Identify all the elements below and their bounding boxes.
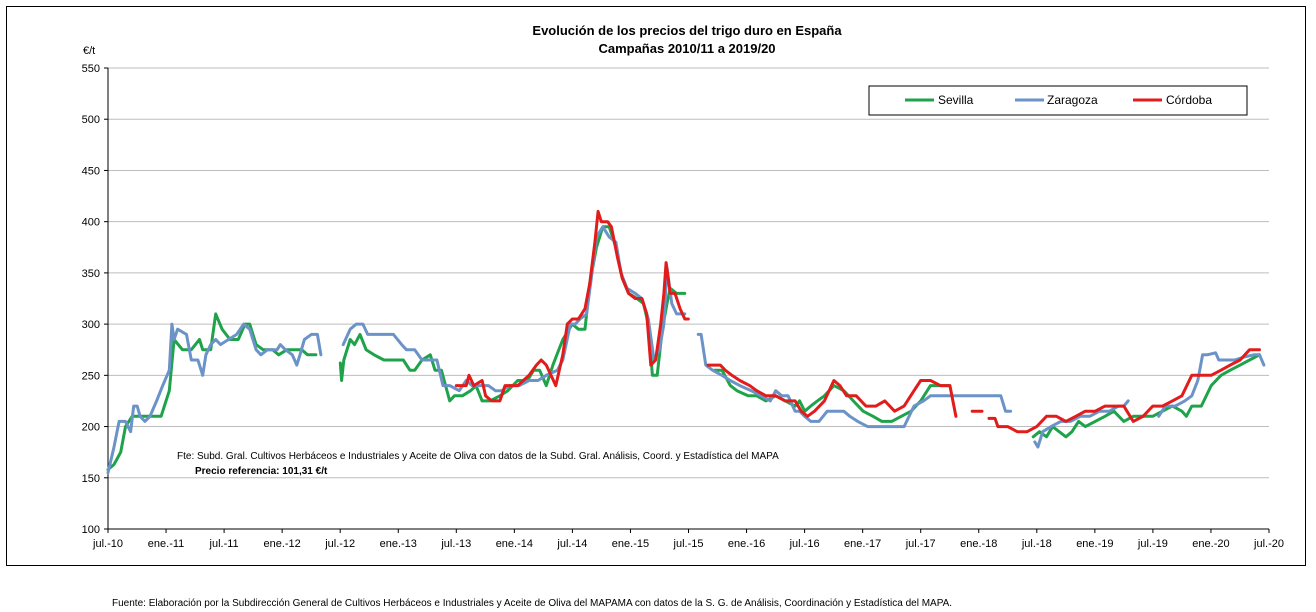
series-lines xyxy=(106,209,1266,475)
x-tick-label: jul.-17 xyxy=(905,538,936,550)
series-line-cordoba xyxy=(454,209,1261,434)
y-tick-label: 400 xyxy=(82,217,100,229)
annotation-source: Fte: Subd. Gral. Cultivos Herbáceos e In… xyxy=(177,451,779,462)
x-tick-label: ene.-17 xyxy=(844,538,881,550)
legend-label-cordoba: Córdoba xyxy=(1166,93,1212,107)
x-tick-label: jul.-12 xyxy=(324,538,355,550)
x-tick-label: ene.-13 xyxy=(380,538,417,550)
x-tick-label: ene.-20 xyxy=(1192,538,1229,550)
x-tick-label: ene.-16 xyxy=(728,538,765,550)
y-tick-label: 500 xyxy=(82,114,100,126)
x-tick-label: jul.-20 xyxy=(1253,538,1284,550)
y-tick-label: 200 xyxy=(82,422,100,434)
x-tick-label: jul.-13 xyxy=(440,538,471,550)
price-chart: Evolución de los precios del trigo duro … xyxy=(82,23,1284,550)
legend-label-sevilla: Sevilla xyxy=(938,93,974,107)
x-tick-label: jul.-10 xyxy=(92,538,123,550)
y-tick-label: 250 xyxy=(82,370,100,382)
x-tick-label: jul.-11 xyxy=(209,538,239,550)
series-line-zaragoza xyxy=(106,225,1266,475)
y-tick-label: 550 xyxy=(82,63,100,75)
x-tick-label: ene.-11 xyxy=(148,538,185,550)
x-tick-label: jul.-16 xyxy=(789,538,820,550)
chart-subtitle: Campañas 2010/11 a 2019/20 xyxy=(598,41,775,56)
x-tick-label: ene.-12 xyxy=(263,538,300,550)
y-axis-ticks: 100 150 200 250 300 350 400 450 500 550 xyxy=(82,63,108,536)
axes xyxy=(107,68,1269,530)
x-tick-label: ene.-18 xyxy=(960,538,997,550)
x-tick-label: ene.-14 xyxy=(496,538,533,550)
legend: Sevilla Zaragoza Córdoba xyxy=(868,85,1248,116)
legend-label-zaragoza: Zaragoza xyxy=(1047,93,1098,107)
annotation-reference: Precio referencia: 101,31 €/t xyxy=(195,466,328,477)
chart-title: Evolución de los precios del trigo duro … xyxy=(532,23,842,38)
footer-source-note: Fuente: Elaboración por la Subdirección … xyxy=(112,598,953,609)
y-tick-label: 150 xyxy=(82,473,100,485)
y-tick-label: 450 xyxy=(82,165,100,177)
x-tick-label: jul.-19 xyxy=(1137,538,1168,550)
y-axis-unit: €/t xyxy=(83,45,95,57)
x-tick-label: jul.-14 xyxy=(556,538,587,550)
x-axis-ticks: jul.-10 ene.-11 jul.-11 ene.-12 jul.-12 ene.-… xyxy=(92,529,1284,550)
series-line-sevilla xyxy=(106,225,1261,472)
y-tick-label: 100 xyxy=(82,524,100,536)
x-tick-label: ene.-15 xyxy=(612,538,649,550)
y-tick-label: 350 xyxy=(82,268,100,280)
chart-frame: Evolución de los precios del trigo duro … xyxy=(6,6,1306,566)
x-tick-label: jul.-18 xyxy=(1021,538,1052,550)
gridlines xyxy=(108,67,1269,479)
x-tick-label: jul.-15 xyxy=(673,538,704,550)
x-tick-label: ene.-19 xyxy=(1076,538,1113,550)
y-tick-label: 300 xyxy=(82,319,100,331)
